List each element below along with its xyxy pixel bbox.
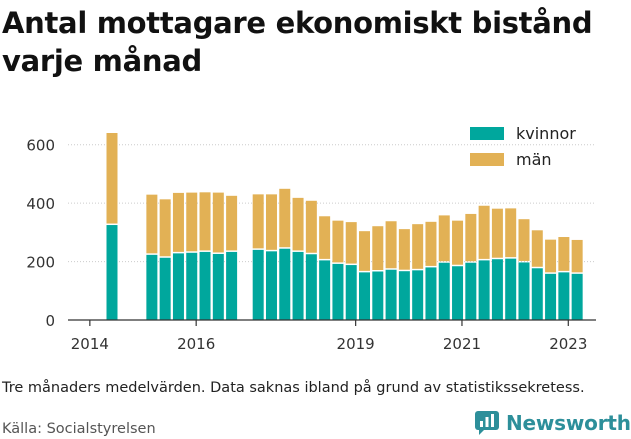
- newsworthy-logo-text: Newsworthy: [506, 411, 631, 435]
- bar-kvinnor: [172, 253, 184, 320]
- y-tick-label: 200: [26, 254, 55, 272]
- bar-man: [505, 208, 517, 258]
- bar-kvinnor: [465, 262, 477, 320]
- bar-man: [345, 222, 357, 264]
- bar-kvinnor: [159, 257, 171, 320]
- bar-kvinnor: [412, 270, 424, 320]
- bar-man: [319, 216, 331, 259]
- bar-kvinnor: [345, 265, 357, 320]
- bar-man: [332, 220, 344, 263]
- bar-kvinnor: [491, 259, 503, 320]
- bar-kvinnor: [252, 249, 264, 320]
- bar-man: [398, 229, 410, 270]
- bar-man: [531, 230, 543, 267]
- legend-label: män: [516, 150, 552, 169]
- bar-man: [159, 199, 171, 257]
- bar-man: [292, 197, 304, 251]
- bars: [106, 133, 583, 320]
- legend-swatch: [470, 127, 504, 140]
- bar-man: [465, 213, 477, 262]
- bar-man: [425, 221, 437, 266]
- bar-kvinnor: [186, 252, 198, 320]
- bar-kvinnor: [518, 262, 530, 320]
- bar-kvinnor: [279, 248, 291, 320]
- bar-man: [478, 205, 490, 259]
- legend-label: kvinnor: [516, 124, 576, 143]
- bar-man: [199, 192, 211, 251]
- bar-kvinnor: [265, 251, 277, 320]
- bar-man: [252, 194, 264, 249]
- y-axis: 0 200 400 600: [26, 137, 55, 330]
- bar-man: [558, 237, 570, 271]
- legend-swatch: [470, 153, 504, 166]
- stacked-bar-chart: 0 200 400 600 2014 2016 2019 2021 2023 kvinnor m…: [26, 124, 596, 353]
- bar-man: [359, 231, 371, 271]
- bar-man: [571, 239, 583, 273]
- bar-kvinnor: [385, 269, 397, 320]
- bar-man: [212, 192, 224, 253]
- bar-kvinnor: [558, 272, 570, 320]
- x-tick-label: 2021: [443, 335, 481, 353]
- bar-kvinnor: [212, 253, 224, 320]
- x-tick-label: 2019: [337, 335, 375, 353]
- bar-man: [279, 188, 291, 248]
- newsworthy-logo: Newsworthy: [474, 408, 631, 438]
- bar-man: [172, 192, 184, 252]
- bar-kvinnor: [146, 254, 158, 320]
- bar-kvinnor: [106, 225, 118, 320]
- bar-man: [106, 133, 118, 224]
- bar-kvinnor: [359, 272, 371, 320]
- source-text: Källa: Socialstyrelsen: [2, 421, 156, 437]
- bar-kvinnor: [372, 271, 384, 320]
- bar-kvinnor: [199, 251, 211, 320]
- bar-kvinnor: [452, 266, 464, 320]
- bar-kvinnor: [478, 260, 490, 320]
- bar-man: [226, 195, 238, 251]
- chart-title: Antal mottagare ekonomiskt bistånd varje…: [2, 6, 593, 78]
- y-tick-label: 600: [26, 137, 55, 155]
- legend: kvinnor män: [470, 124, 576, 169]
- bar-man: [518, 219, 530, 261]
- bar-man: [452, 220, 464, 265]
- bar-kvinnor: [226, 251, 238, 320]
- y-tick-label: 0: [45, 312, 55, 330]
- bar-man: [305, 200, 317, 253]
- bar-kvinnor: [571, 273, 583, 320]
- bar-man: [265, 194, 277, 250]
- bar-kvinnor: [292, 251, 304, 320]
- bar-kvinnor: [305, 254, 317, 320]
- x-tick-label: 2016: [177, 335, 215, 353]
- bar-man: [146, 194, 158, 254]
- bar-kvinnor: [425, 267, 437, 320]
- bar-man: [438, 215, 450, 262]
- x-axis: 2014 2016 2019 2021 2023: [68, 319, 596, 353]
- bar-kvinnor: [398, 271, 410, 320]
- bar-man: [385, 221, 397, 269]
- bar-kvinnor: [531, 268, 543, 320]
- bar-man: [412, 224, 424, 269]
- x-tick-label: 2014: [71, 335, 109, 353]
- bar-kvinnor: [438, 262, 450, 320]
- chart-note: Tre månaders medelvärden. Data saknas ib…: [2, 380, 585, 396]
- bar-man: [186, 192, 198, 252]
- bar-man: [545, 239, 557, 273]
- bar-kvinnor: [505, 258, 517, 320]
- y-tick-label: 400: [26, 195, 55, 213]
- bar-kvinnor: [319, 260, 331, 320]
- bar-man: [372, 226, 384, 270]
- bar-kvinnor: [545, 273, 557, 320]
- bar-kvinnor: [332, 263, 344, 320]
- newsworthy-logo-icon: [475, 411, 499, 435]
- x-tick-label: 2023: [549, 335, 587, 353]
- bar-man: [491, 208, 503, 258]
